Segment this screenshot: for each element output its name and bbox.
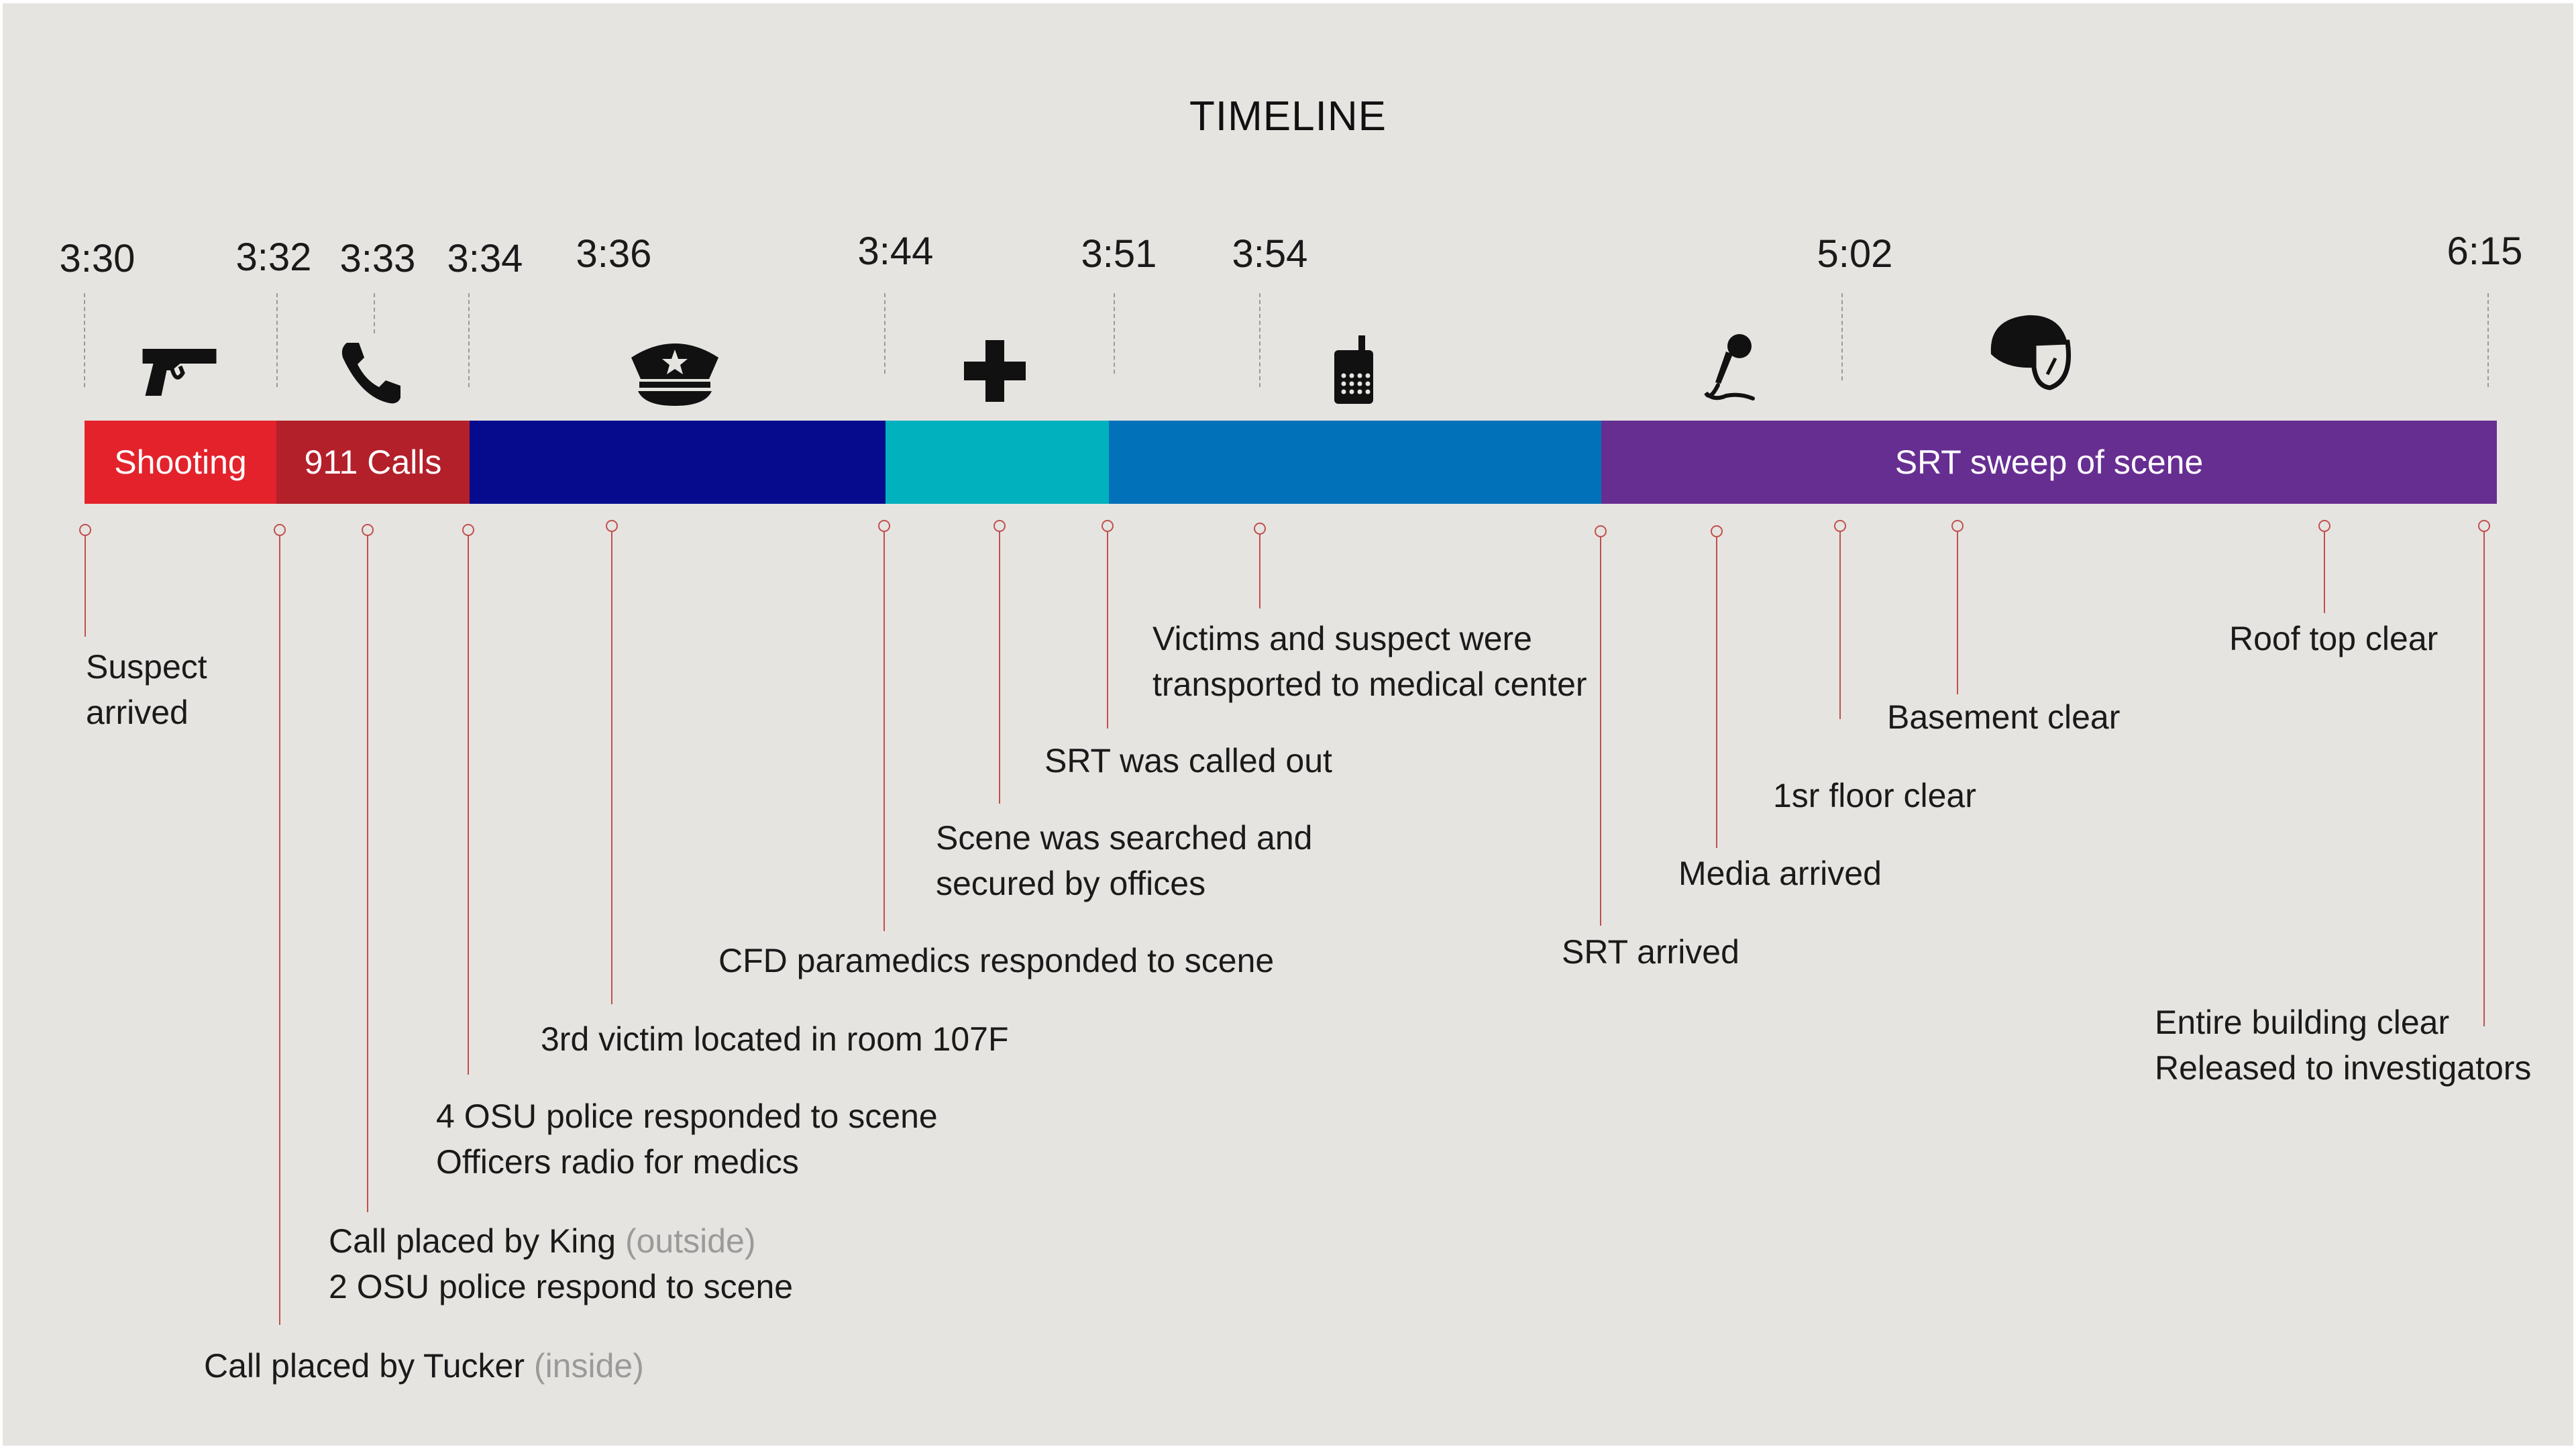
event-label-scene-searched: Scene was searched and secured by office… [936, 819, 1313, 902]
event-label-srt-called: SRT was called out [1044, 742, 1332, 780]
event-stem [367, 535, 368, 1212]
event-stem [1716, 535, 1717, 848]
time-guide-351 [1114, 293, 1115, 374]
event-label-victims-transported: Victims and suspect were transported to … [1152, 620, 1587, 703]
event-label-building-clear: Entire building clear Released to invest… [2155, 1004, 2532, 1087]
phase-paramedics [885, 421, 1109, 504]
timeline-canvas [3, 3, 2573, 1446]
event-marker [1834, 520, 1846, 532]
microphone-icon [1702, 331, 1757, 404]
event-marker [462, 524, 474, 536]
event-stem [85, 535, 86, 637]
event-marker [994, 520, 1006, 532]
time-guide-333 [374, 293, 375, 333]
phase-911-calls-label: 911 Calls [304, 443, 442, 481]
event-stem [999, 530, 1000, 804]
event-stem [1259, 533, 1260, 608]
event-stem [279, 535, 280, 1325]
event-marker [274, 524, 286, 536]
time-guide-615 [2487, 293, 2489, 387]
event-label-osu-police: 4 OSU police responded to scene Officers… [436, 1097, 938, 1181]
gun-icon [142, 343, 219, 397]
time-label-344: 3:44 [857, 229, 934, 273]
time-label-615: 6:15 [2447, 229, 2523, 273]
time-label-333: 3:33 [339, 237, 416, 280]
event-label-cfd-paramedics: CFD paramedics responded to scene [718, 942, 1275, 979]
event-stem [1839, 530, 1841, 719]
phase-911-calls: 911 Calls [276, 421, 470, 504]
radio-icon [1332, 335, 1376, 405]
event-stem [1107, 530, 1108, 729]
event-marker [1595, 525, 1607, 537]
time-guide-334 [468, 293, 470, 387]
time-guide-330 [84, 293, 85, 387]
time-label-502: 5:02 [1817, 232, 1893, 276]
event-label-call-tucker: Call placed by Tucker (inside) [204, 1347, 644, 1385]
time-label-334: 3:34 [447, 237, 523, 280]
event-stem [2324, 530, 2325, 613]
event-marker [2318, 520, 2330, 532]
phase-police-response [470, 421, 885, 504]
phase-srt-sweep-label: SRT sweep of scene [1894, 443, 2204, 481]
event-marker [878, 520, 890, 532]
time-guide-354 [1259, 293, 1260, 387]
event-label-call-king: Call placed by King (outside) 2 OSU poli… [329, 1222, 794, 1305]
event-label-roof-top-clear: Roof top clear [2229, 620, 2438, 657]
event-stem [611, 530, 612, 1004]
phase-shooting-label: Shooting [114, 443, 247, 481]
time-label-330: 3:30 [59, 237, 136, 280]
event-label-third-victim: 3rd victim located in room 107F [541, 1020, 1009, 1058]
medical-cross-icon [963, 339, 1027, 403]
time-guide-502 [1841, 293, 1843, 380]
event-label-first-floor-clear: 1sr floor clear [1773, 777, 1976, 814]
event-stem [1600, 535, 1601, 926]
event-stem [468, 535, 469, 1075]
event-marker [2478, 520, 2490, 532]
time-label-332: 3:32 [235, 235, 312, 279]
event-marker [1102, 520, 1114, 532]
event-stem [1957, 530, 1958, 694]
timeline-title: TIMELINE [1189, 93, 1387, 140]
time-label-354: 3:54 [1232, 232, 1308, 276]
event-marker [606, 520, 618, 532]
event-label-srt-arrived: SRT arrived [1562, 933, 1739, 971]
time-label-336: 3:36 [576, 232, 652, 276]
event-stem [883, 530, 885, 931]
phase-shooting: Shooting [85, 421, 276, 504]
event-marker [1254, 523, 1266, 535]
event-marker [1711, 525, 1723, 537]
event-label-basement-clear: Basement clear [1887, 698, 2121, 736]
event-marker [1951, 520, 1964, 532]
event-marker [362, 524, 374, 536]
event-label-suspect-arrived: Suspect arrived [86, 648, 207, 731]
time-guide-344 [884, 293, 885, 374]
phase-transport [1109, 421, 1601, 504]
phase-srt-sweep: SRT sweep of scene [1601, 421, 2497, 504]
time-label-351: 3:51 [1081, 232, 1157, 276]
time-guide-332 [276, 293, 278, 387]
event-stem [2483, 530, 2485, 1026]
event-marker [79, 524, 91, 536]
phone-icon [337, 339, 405, 406]
riot-helmet-icon [1986, 313, 2073, 390]
police-cap-icon [625, 337, 725, 407]
event-label-media-arrived: Media arrived [1678, 855, 1882, 892]
